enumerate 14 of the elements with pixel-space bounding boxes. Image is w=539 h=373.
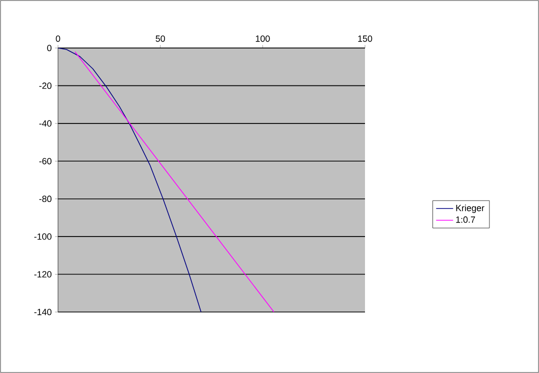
legend-label: Krieger — [456, 204, 484, 213]
x-tick-label: 150 — [358, 35, 372, 42]
y-tick-label: -140 — [34, 308, 52, 316]
x-tick-label: 50 — [156, 35, 165, 42]
y-tick-label: -60 — [39, 158, 52, 164]
legend-label: 1:0.7 — [456, 216, 476, 223]
y-tick-label: 0 — [47, 44, 52, 52]
y-tick-label: -40 — [39, 120, 52, 127]
x-tick-label: 0 — [56, 35, 60, 42]
x-tick-label: 100 — [256, 35, 270, 42]
y-tick-label: -20 — [39, 82, 52, 89]
y-tick-label: -120 — [34, 271, 52, 278]
y-tick-label: -100 — [34, 233, 52, 240]
y-tick-label: -80 — [39, 196, 52, 202]
